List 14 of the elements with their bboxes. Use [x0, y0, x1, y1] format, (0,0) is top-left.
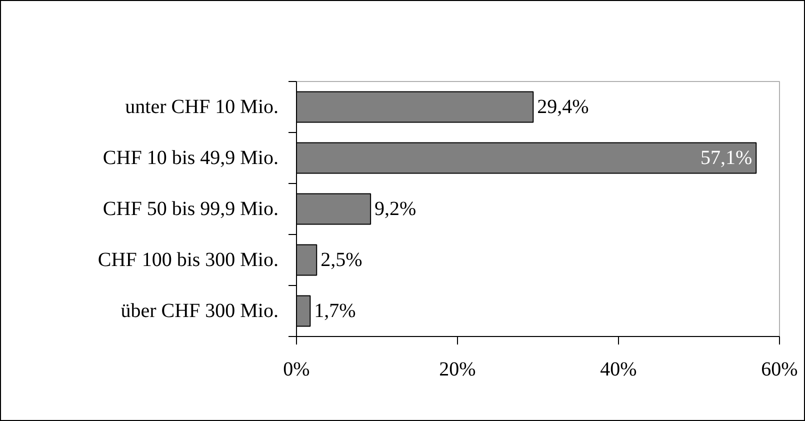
x-tick-label: 60% — [761, 358, 798, 380]
x-tick-label: 0% — [283, 358, 310, 380]
data-label: 29,4% — [537, 96, 589, 118]
y-tick-label: CHF 50 bis 99,9 Mio. — [102, 198, 279, 220]
y-tick-label: CHF 100 bis 300 Mio. — [98, 249, 279, 271]
y-tick-label: unter CHF 10 Mio. — [125, 96, 279, 118]
x-tick-label: 20% — [439, 358, 476, 380]
data-label: 1,7% — [314, 300, 356, 322]
data-label: 2,5% — [320, 249, 362, 271]
data-label: 57,1% — [700, 147, 752, 169]
y-tick-label: über CHF 300 Mio. — [120, 300, 279, 322]
y-tick-label: CHF 10 bis 49,9 Mio. — [102, 147, 279, 169]
data-label: 9,2% — [374, 198, 416, 220]
x-tick-label: 40% — [600, 358, 637, 380]
